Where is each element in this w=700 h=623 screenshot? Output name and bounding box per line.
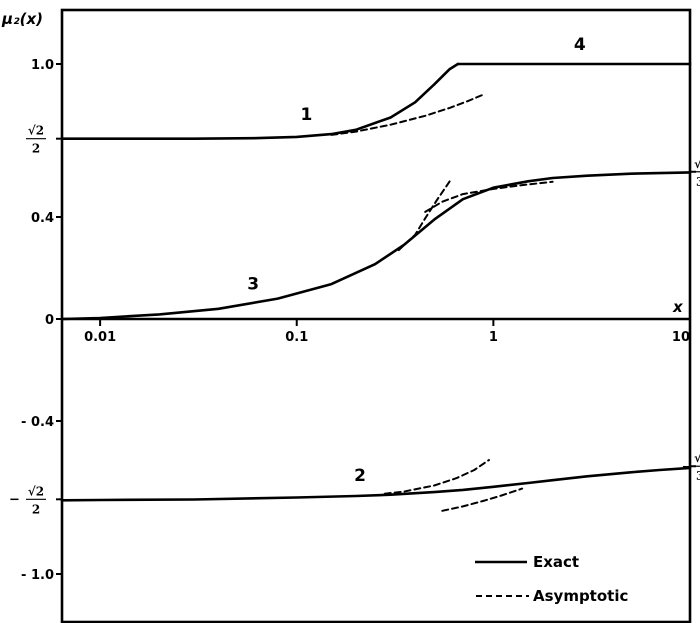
legend-exact-label: Exact [533,553,579,571]
y-special-tick-numerator: √3 [694,157,700,171]
y-special-tick-sign: − [9,492,20,507]
y-special-tick-denominator: 2 [32,502,40,516]
curve-label: 1 [300,105,312,125]
y-axis-label: μ₂(x) [1,10,43,28]
plot-frame [60,8,692,623]
asymptotic-curve [330,93,486,136]
y-special-tick-denominator: 2 [32,142,40,156]
x-tick-label: 0.01 [84,330,116,345]
x-tick-label: 10 [672,330,690,345]
asymptotic-curve [397,180,451,252]
x-axis-label: x [672,298,684,316]
y-special-tick-denominator: 3 [696,469,700,483]
y-tick-label: - 1.0 [21,568,54,583]
x-tick-label: 1 [489,330,498,345]
y-tick-label: 0.4 [31,211,54,226]
curve-label: 2 [354,466,366,486]
curve-labels: 1 4 3 2 [247,35,586,486]
y-special-tick-numerator: √3 [694,451,700,465]
legend-asymptotic-label: Asymptotic [533,587,628,605]
asymptotic-curve [441,487,524,512]
series [60,62,692,512]
exact-curve [60,171,692,321]
curve-label: 3 [247,275,259,295]
x-tick-label: 0.1 [285,330,308,345]
y-tick-label: 1.0 [31,58,54,73]
y-special-tick-sign: − [682,460,691,473]
y-tick-label: - 0.4 [21,415,54,430]
exact-curve [60,466,692,502]
legend: Exact Asymptotic [475,553,628,605]
y-special-tick-numerator: √2 [28,124,44,138]
asymptotic-curve [424,180,554,213]
asymptotic-curve [383,459,490,495]
y-tick-label: 0 [45,313,54,328]
y-special-tick-numerator: √2 [28,484,44,498]
exact-curve [60,62,460,140]
curve-label: 4 [574,35,586,55]
plot-area [60,8,692,623]
y-special-tick-denominator: 3 [696,175,700,189]
